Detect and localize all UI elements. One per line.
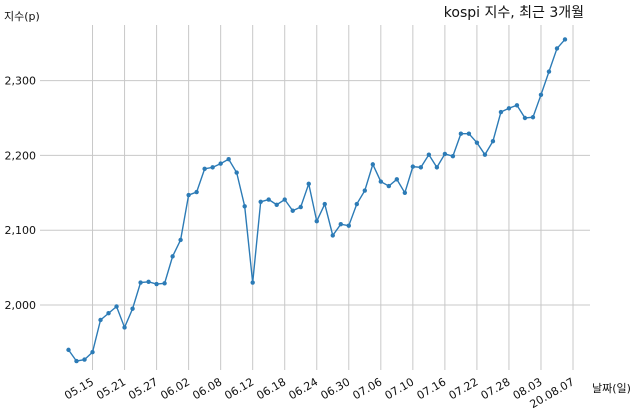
- y-axis-label: 지수(p): [4, 10, 40, 23]
- data-point: [562, 37, 568, 42]
- data-point: [258, 199, 263, 204]
- x-tick-label: 07.16: [415, 375, 449, 402]
- data-point: [402, 190, 408, 195]
- data-point: [450, 153, 456, 159]
- data-point: [354, 201, 359, 207]
- data-point: [274, 202, 279, 207]
- grid-lines: [40, 25, 590, 370]
- data-point: [170, 254, 175, 259]
- data-point: [130, 306, 135, 311]
- data-point: [498, 109, 504, 115]
- data-point: [314, 219, 319, 224]
- data-point: [290, 208, 295, 213]
- data-point: [394, 177, 400, 182]
- x-tick-label: 06.02: [158, 375, 192, 402]
- data-point: [546, 69, 552, 74]
- data-point: [490, 138, 496, 144]
- data-point: [434, 165, 440, 170]
- data-point: [538, 92, 544, 98]
- data-point: [146, 279, 151, 285]
- x-tick-label: 06.18: [254, 375, 288, 402]
- data-point: [186, 192, 191, 198]
- data-point: [90, 349, 95, 355]
- x-tick-label: 05.15: [62, 375, 96, 402]
- data-point: [346, 223, 351, 228]
- data-point: [218, 161, 223, 166]
- x-tick-label: 06.12: [222, 375, 256, 402]
- data-point: [162, 281, 167, 286]
- data-point: [178, 237, 183, 243]
- data-point: [554, 46, 560, 51]
- data-point: [458, 131, 464, 136]
- data-point: [210, 165, 215, 170]
- data-point: [114, 304, 119, 309]
- data-point: [362, 188, 367, 193]
- data-point: [522, 115, 528, 121]
- data-point: [530, 115, 536, 120]
- x-axis-label: 날짜(일): [592, 382, 631, 395]
- series-layer: [66, 37, 568, 364]
- x-axis-ticks: 05.1505.2105.2706.0206.0806.1206.1806.24…: [62, 375, 576, 411]
- x-tick-label: 06.08: [190, 375, 224, 402]
- data-point: [474, 140, 480, 145]
- data-point: [282, 197, 287, 202]
- data-point: [378, 179, 384, 184]
- data-point: [442, 151, 448, 157]
- x-tick-label: 07.22: [447, 375, 481, 402]
- y-tick-label: 2,000: [5, 299, 37, 312]
- data-point: [322, 201, 327, 207]
- data-point: [106, 311, 111, 316]
- data-point: [386, 183, 392, 189]
- data-point: [418, 165, 424, 170]
- data-point: [98, 317, 103, 323]
- data-point: [426, 152, 432, 157]
- data-point: [466, 131, 472, 136]
- data-point: [338, 222, 343, 227]
- data-point: [234, 170, 239, 175]
- data-point: [138, 280, 143, 285]
- x-tick-label: 05.27: [126, 375, 160, 402]
- chart-title: kospi 지수, 최근 3개월: [443, 5, 584, 21]
- x-tick-label: 05.21: [94, 375, 128, 402]
- y-tick-label: 2,300: [5, 75, 37, 88]
- x-tick-label: 06.24: [286, 375, 320, 402]
- x-tick-label: 07.06: [351, 375, 385, 402]
- data-point: [514, 103, 520, 108]
- data-point: [242, 204, 247, 209]
- data-point: [226, 156, 231, 162]
- data-point: [266, 197, 271, 202]
- data-point: [74, 358, 79, 364]
- data-point: [154, 281, 159, 287]
- y-axis-ticks: 2,000 2,100 2,200 2,300: [5, 75, 37, 312]
- data-point: [122, 325, 127, 330]
- data-point: [506, 106, 512, 111]
- data-point: [370, 162, 376, 167]
- x-tick-label: 07.10: [383, 375, 417, 402]
- data-point: [194, 189, 199, 195]
- x-tick-label: 07.28: [479, 375, 513, 402]
- data-point: [82, 357, 87, 362]
- data-point: [306, 181, 311, 187]
- data-point: [250, 280, 255, 285]
- y-tick-label: 2,200: [5, 149, 37, 162]
- data-point: [298, 204, 303, 210]
- data-point: [482, 152, 488, 157]
- data-point: [410, 164, 416, 169]
- data-point: [330, 233, 335, 238]
- data-point: [66, 347, 71, 353]
- x-tick-label: 06.30: [319, 375, 353, 402]
- data-point: [202, 166, 207, 172]
- y-tick-label: 2,100: [5, 224, 37, 237]
